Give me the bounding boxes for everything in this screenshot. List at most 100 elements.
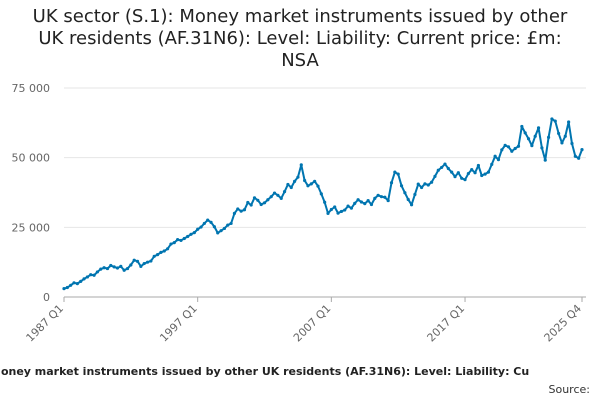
data-point[interactable] [239,209,243,213]
data-point[interactable] [206,218,210,222]
data-point[interactable] [272,191,277,195]
data-point[interactable] [506,145,511,149]
data-point[interactable] [102,266,106,270]
data-point[interactable] [553,119,557,123]
data-point[interactable] [82,277,86,281]
data-point[interactable] [413,192,417,197]
data-point[interactable] [75,282,79,286]
data-point[interactable] [69,283,73,287]
data-point[interactable] [409,203,414,207]
data-point[interactable] [363,202,367,206]
data-point[interactable] [89,273,93,277]
data-point[interactable] [259,202,263,207]
data-point[interactable] [192,231,196,235]
data-point[interactable] [299,163,303,167]
data-point[interactable] [546,135,551,139]
data-point[interactable] [79,279,83,283]
data-point[interactable] [289,185,293,190]
data-point[interactable] [306,184,310,188]
data-point[interactable] [125,266,130,271]
data-point[interactable] [309,182,313,186]
data-point[interactable] [196,227,200,231]
data-point[interactable] [242,208,247,212]
data-point[interactable] [557,131,561,136]
data-point[interactable] [232,211,237,215]
data-point[interactable] [403,191,407,195]
data-point[interactable] [222,226,227,231]
data-point[interactable] [573,154,577,158]
data-point[interactable] [536,126,541,130]
data-point[interactable] [182,236,186,241]
data-point[interactable] [286,182,290,187]
data-point[interactable] [386,198,390,203]
data-point[interactable] [132,258,136,262]
data-point[interactable] [216,231,220,235]
data-point[interactable] [463,178,467,182]
data-point[interactable] [199,225,203,229]
data-point[interactable] [292,179,297,183]
data-point[interactable] [550,117,554,121]
data-point[interactable] [72,281,76,285]
data-point[interactable] [540,146,544,150]
data-point[interactable] [105,266,110,271]
data-point[interactable] [373,196,377,200]
data-point[interactable] [219,229,223,233]
data-point[interactable] [279,196,283,200]
data-point[interactable] [493,154,497,158]
data-point[interactable] [329,207,333,212]
data-point[interactable] [563,134,567,138]
data-point[interactable] [109,263,113,268]
data-point[interactable] [366,198,370,203]
data-point[interactable] [249,203,253,207]
data-point[interactable] [266,198,270,202]
data-point[interactable] [543,158,547,162]
data-point[interactable] [252,196,257,200]
data-point[interactable] [336,211,340,215]
data-point[interactable] [226,223,230,227]
data-point[interactable] [189,232,193,236]
data-point[interactable] [162,249,166,253]
data-point[interactable] [296,175,300,179]
data-point[interactable] [346,204,350,208]
data-point[interactable] [349,206,354,210]
data-point[interactable] [530,144,534,148]
data-point[interactable] [282,190,287,194]
data-point[interactable] [433,174,437,178]
data-point[interactable] [262,201,267,205]
data-point[interactable] [577,156,581,160]
data-point[interactable] [359,200,364,204]
data-point[interactable] [166,247,170,251]
data-point[interactable] [85,275,89,279]
data-point[interactable] [466,171,470,176]
data-point[interactable] [430,180,434,184]
data-point[interactable] [99,267,103,271]
data-point[interactable] [256,198,260,202]
data-point[interactable] [486,170,491,174]
data-point[interactable] [516,144,521,148]
data-point[interactable] [149,259,153,263]
data-point[interactable] [476,163,480,168]
data-point[interactable] [436,168,440,172]
data-point[interactable] [453,175,457,179]
data-point[interactable] [339,209,343,214]
data-point[interactable] [276,193,280,197]
data-point[interactable] [383,195,387,199]
data-point[interactable] [396,172,400,176]
data-point[interactable] [159,250,163,255]
data-point[interactable] [560,141,564,145]
data-point[interactable] [446,166,450,171]
data-point[interactable] [440,165,444,170]
data-point[interactable] [202,221,206,226]
data-point[interactable] [460,176,464,180]
data-point[interactable] [316,184,320,188]
data-point[interactable] [419,185,424,190]
data-point[interactable] [450,170,454,174]
data-point[interactable] [533,134,537,138]
data-point[interactable] [229,221,233,226]
data-point[interactable] [145,260,150,264]
data-point[interactable] [443,162,447,166]
data-point[interactable] [510,149,514,153]
data-point[interactable] [356,198,360,202]
data-point[interactable] [155,253,160,257]
data-point[interactable] [376,193,380,197]
